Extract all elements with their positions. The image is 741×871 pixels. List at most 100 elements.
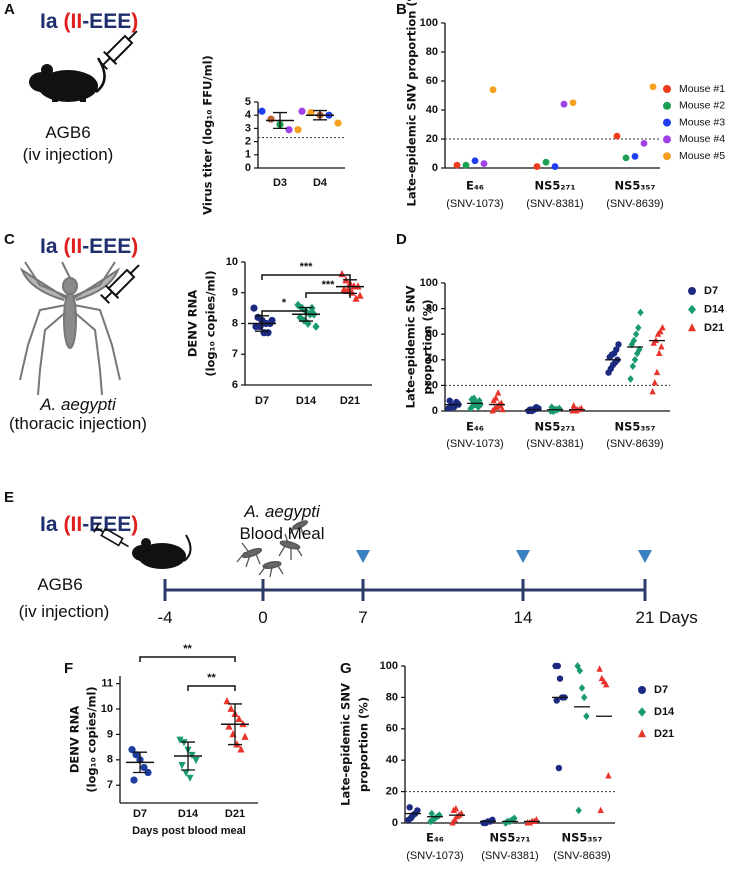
point [312, 322, 320, 331]
mouse-icon [132, 534, 192, 569]
point [237, 745, 245, 753]
y-axis-label: (log₁₀ copies/ml) [85, 686, 99, 792]
virus-label: Ia (II-EEE) [40, 10, 138, 33]
x-tick-sublabel: (SNV-8381) [526, 198, 583, 210]
point [298, 107, 306, 115]
timeline-tick-label: 0 [258, 608, 267, 627]
point [596, 665, 603, 672]
point [634, 349, 641, 358]
y-tick-label: 2 [245, 136, 251, 148]
timeline-tick-label: 14 [514, 608, 533, 627]
virus-part: II [71, 235, 83, 258]
host-label: AGB6 [37, 575, 82, 594]
x-tick-label: NS5₃₅₇ [614, 179, 655, 193]
x-tick-label: NS5₃₅₇ [614, 420, 655, 434]
virus-part: -EEE [82, 10, 131, 33]
y-tick-label: 0 [245, 162, 251, 174]
y-tick-label: 80 [426, 46, 438, 58]
x-tick-label: D7 [133, 808, 147, 820]
point [428, 809, 435, 818]
point [128, 746, 136, 754]
legend-label: D14 [654, 706, 675, 718]
point [548, 403, 555, 411]
y-axis-label: Virus titer (log₁₀ FFU/ml) [201, 55, 215, 215]
point [622, 154, 630, 162]
x-tick-label: D7 [255, 395, 269, 407]
point [632, 330, 640, 339]
point [250, 304, 258, 312]
point [352, 294, 360, 302]
panel-letter: C [4, 231, 15, 248]
sampling-marker [516, 550, 530, 563]
point [554, 662, 561, 670]
host-label: AGB6 [45, 123, 90, 142]
virus-part: II [71, 10, 83, 33]
point [638, 686, 646, 694]
legend-label: D21 [704, 322, 724, 334]
y-tick-label: 11 [101, 678, 113, 690]
point [132, 751, 140, 759]
x-tick-label: D3 [273, 177, 287, 189]
point [180, 739, 188, 747]
point [356, 291, 364, 299]
y-tick-label: 7 [232, 348, 238, 360]
point [462, 161, 470, 169]
significance-bracket [261, 274, 351, 280]
point [688, 287, 696, 295]
point [471, 157, 479, 165]
point [656, 349, 663, 356]
virus-part: II [71, 513, 83, 536]
point [570, 402, 577, 409]
event-label: Blood Meal [239, 524, 324, 543]
panel-letter: E [4, 489, 14, 506]
virus-part: Ia [40, 10, 58, 33]
point [475, 403, 482, 411]
x-tick-sublabel: (SNV-1073) [446, 198, 503, 210]
point [638, 707, 646, 717]
sampling-marker [638, 550, 652, 563]
timeline-tick-label: 7 [358, 608, 367, 627]
point [264, 329, 272, 337]
point [406, 804, 413, 811]
x-tick-sublabel: (SNV-8639) [606, 438, 663, 450]
point [630, 336, 638, 345]
point [477, 400, 484, 409]
point [223, 697, 231, 705]
panel-letter: G [340, 660, 352, 677]
y-axis-label: Late-epidemic SNV proportion (%) [405, 0, 419, 206]
point [597, 806, 604, 813]
x-tick-sublabel: (SNV-1073) [406, 850, 463, 862]
point [560, 100, 568, 108]
point [555, 764, 563, 772]
y-tick-label: 6 [232, 379, 238, 391]
point [144, 768, 152, 777]
point [241, 732, 249, 740]
point [480, 160, 488, 168]
x-tick-label: D14 [296, 395, 317, 407]
significance-label: ** [207, 672, 216, 684]
point [499, 405, 506, 413]
y-axis-label: proportion (%) [357, 697, 371, 792]
y-tick-label: 9 [232, 287, 238, 299]
y-tick-label: 20 [386, 786, 398, 798]
point [628, 340, 635, 349]
point [663, 118, 671, 127]
syringe-icon [93, 523, 129, 548]
x-tick-label: D21 [340, 395, 360, 407]
x-tick-label: E₄₆ [426, 831, 444, 845]
point [502, 819, 509, 827]
route-label: (iv injection) [19, 602, 110, 621]
y-tick-label: 60 [426, 75, 438, 87]
point [533, 163, 541, 170]
point [569, 99, 577, 107]
mosquitoes-icon [236, 520, 308, 578]
y-tick-label: 8 [232, 317, 238, 329]
y-tick-label: 100 [420, 277, 438, 289]
virus-label: Ia (II-EEE) [40, 235, 138, 258]
route-label: (thoracic injection) [9, 414, 147, 433]
virus-part: ( [64, 513, 71, 536]
x-tick-label: D14 [178, 808, 199, 820]
legend-label: D14 [704, 303, 725, 315]
x-tick-label: D4 [313, 177, 328, 189]
virus-part: ( [64, 10, 71, 33]
